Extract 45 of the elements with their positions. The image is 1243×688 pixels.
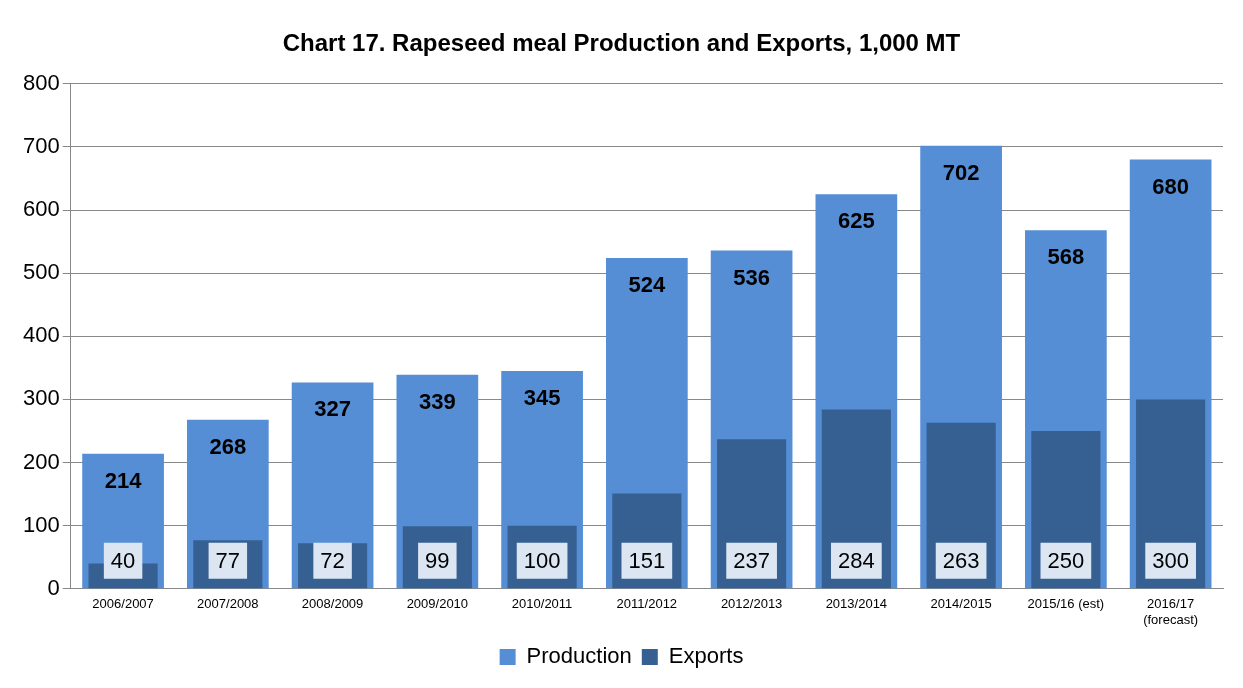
data-label: 327 [314, 396, 351, 422]
legend-label: Exports [668, 643, 744, 669]
data-label: 99 [425, 547, 450, 573]
data-label: 72 [320, 547, 345, 573]
y-tick-label: 500 [22, 259, 60, 285]
y-tick-label: 300 [22, 385, 60, 411]
x-tick-label: 2007/2008 [197, 596, 259, 612]
data-label: 237 [733, 547, 770, 573]
data-label: 339 [418, 388, 456, 414]
x-tick-label: 2016/17 (forecast) [1143, 596, 1199, 627]
data-label: 151 [628, 547, 666, 573]
x-tick-label: 2006/2007 [92, 596, 154, 612]
data-label: 702 [942, 159, 980, 185]
data-label: 345 [523, 385, 561, 411]
y-tick-label: 100 [22, 511, 60, 537]
data-label: 268 [209, 433, 247, 459]
data-label: 568 [1047, 244, 1085, 270]
y-tick-label: 600 [22, 196, 60, 222]
data-label: 100 [523, 547, 561, 573]
data-label: 214 [104, 467, 143, 493]
data-label: 263 [942, 547, 980, 573]
y-tick-label: 700 [22, 132, 60, 158]
x-tick-label: 2011/2012 [616, 596, 678, 612]
data-label: 77 [215, 547, 241, 573]
data-label: 40 [110, 547, 136, 573]
x-tick-label: 2009/2010 [406, 596, 469, 612]
y-tick-label: 0 [47, 574, 60, 600]
x-tick-label: 2013/2014 [825, 596, 888, 612]
legend-label: Production [526, 643, 632, 669]
y-tick-label: 400 [22, 322, 60, 348]
data-label: 284 [838, 547, 875, 573]
y-tick-label: 800 [22, 69, 60, 95]
x-tick-label: 2008/2009 [301, 596, 364, 612]
data-label: 250 [1047, 547, 1085, 573]
data-label: 625 [838, 208, 875, 234]
data-label: 536 [733, 264, 770, 290]
x-tick-label: 2010/2011 [511, 596, 573, 612]
x-tick-label: 2015/16 (est) [1027, 596, 1105, 612]
y-tick-label: 200 [22, 448, 60, 474]
x-tick-label: 2012/2013 [720, 596, 783, 612]
chart-title: Chart 17. Rapeseed meal Production and Exports, 1,000 MT [282, 29, 961, 57]
data-label: 680 [1152, 173, 1189, 199]
x-tick-label: 2014/2015 [930, 596, 992, 612]
data-label: 300 [1152, 547, 1189, 573]
data-label: 524 [628, 272, 666, 298]
